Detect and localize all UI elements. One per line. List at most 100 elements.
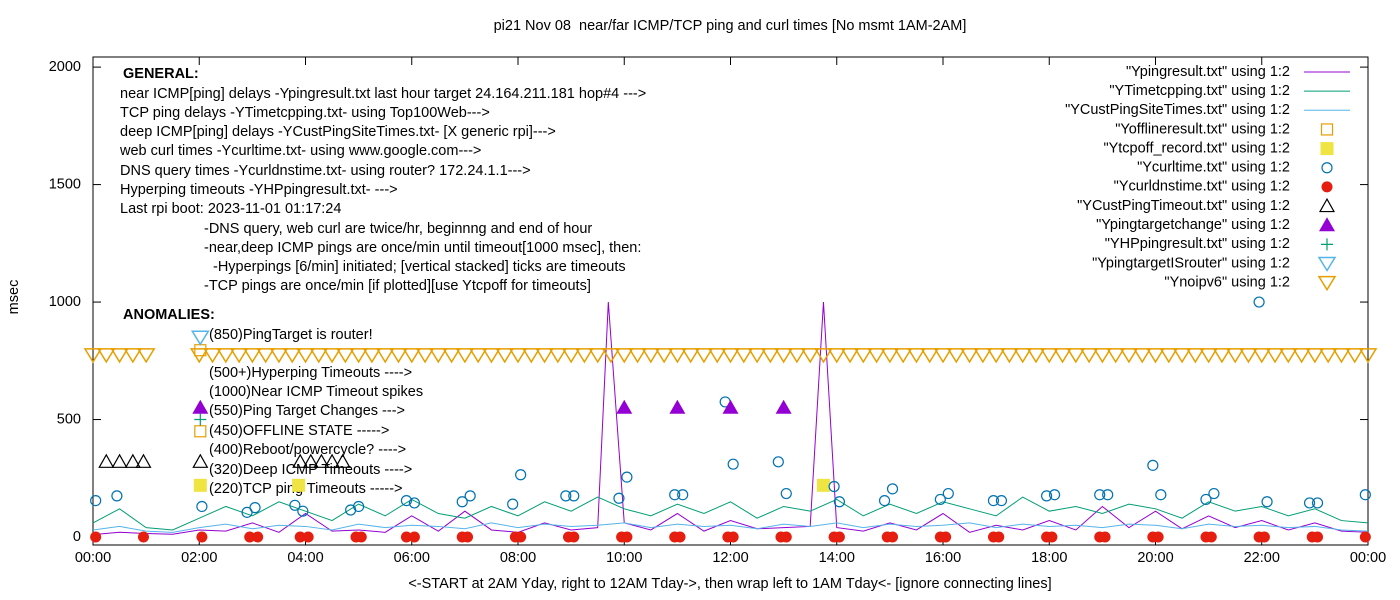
y-tick-label: 1000	[49, 294, 81, 310]
point	[289, 499, 301, 511]
legend-label: "YCustPingSiteTimes.txt" using 1:2	[1065, 102, 1290, 118]
point	[508, 348, 528, 364]
point	[628, 348, 647, 364]
point	[548, 348, 568, 364]
point	[1040, 490, 1053, 502]
point	[1046, 531, 1058, 543]
point	[194, 413, 207, 426]
point	[495, 348, 515, 364]
point	[960, 348, 979, 364]
x-tick-label: 04:00	[287, 550, 323, 566]
point	[515, 469, 527, 481]
legend-swatch	[1319, 217, 1335, 232]
point	[1106, 348, 1126, 364]
point	[1225, 348, 1245, 364]
point	[462, 531, 474, 543]
point	[1099, 531, 1111, 543]
annotation: (550)Ping Target Changes --->	[209, 403, 405, 419]
point	[727, 458, 739, 470]
point	[196, 500, 208, 513]
point	[442, 348, 461, 364]
point	[780, 531, 792, 543]
legend-label: "Ytcpoff_record.txt" using 1:2	[1103, 140, 1290, 156]
point	[256, 348, 275, 364]
point	[734, 348, 754, 364]
point	[313, 453, 330, 468]
legend-label: "YHPpingresult.txt" using 1:2	[1105, 236, 1290, 252]
point	[568, 490, 580, 502]
legend-swatch	[1317, 275, 1337, 292]
annotation: deep ICMP[ping] delays -YCustPingSiteTim…	[120, 124, 556, 140]
annotation: Last rpi boot: 2023-11-01 01:17:24	[120, 201, 341, 217]
point	[886, 483, 899, 495]
point	[1048, 489, 1061, 501]
point	[942, 487, 954, 500]
x-tick-label: 06:00	[394, 550, 430, 566]
point	[90, 494, 102, 507]
point	[252, 531, 264, 543]
point	[192, 399, 209, 414]
point	[681, 348, 700, 364]
point	[601, 348, 621, 364]
point	[136, 348, 156, 364]
point	[83, 348, 103, 364]
point	[1094, 489, 1106, 501]
point	[455, 348, 475, 364]
point	[334, 453, 351, 468]
annotation: TCP ping delays -YTimetcpping.txt- using…	[120, 105, 490, 121]
point	[694, 348, 714, 364]
point	[827, 348, 847, 364]
point	[292, 478, 306, 492]
point	[1205, 531, 1217, 543]
point	[137, 531, 149, 543]
point	[302, 531, 314, 543]
point	[309, 348, 329, 364]
point	[614, 348, 634, 364]
x-tick-label: 16:00	[925, 550, 961, 566]
point	[408, 497, 421, 509]
point	[641, 348, 661, 364]
point	[853, 348, 873, 364]
point	[1119, 348, 1139, 364]
point	[1199, 348, 1218, 364]
point	[727, 531, 739, 543]
legend-label: "Ypingresult.txt" using 1:2	[1126, 64, 1290, 80]
legend-label: "YpingtargetISrouter" using 1:2	[1092, 255, 1290, 271]
legend-swatch	[1321, 238, 1333, 251]
point	[987, 494, 1000, 507]
point	[375, 348, 395, 364]
point	[90, 531, 102, 543]
point	[1053, 348, 1072, 364]
point	[878, 494, 891, 507]
point	[993, 531, 1005, 543]
point	[775, 399, 792, 414]
point	[1261, 496, 1273, 508]
annotation: DNS query times -Ycurldnstime.txt- using…	[120, 163, 531, 179]
point	[588, 348, 608, 364]
annotation: (400)Reboot/powercycle? ---->	[209, 442, 406, 458]
point	[1252, 348, 1272, 364]
y-tick-label: 500	[57, 411, 81, 427]
point	[780, 487, 792, 500]
annotation: -near,deep ICMP pings are once/min until…	[204, 240, 641, 256]
point	[707, 348, 727, 364]
point	[1093, 348, 1112, 364]
point	[1278, 348, 1298, 364]
point	[787, 348, 807, 364]
annotation: (1000)Near ICMP Timeout spikes	[209, 384, 423, 400]
point	[415, 348, 435, 364]
x-tick-label: 14:00	[819, 550, 855, 566]
annotation: (450)OFFLINE STATE ----->	[209, 423, 389, 439]
point	[297, 505, 309, 517]
point	[123, 348, 143, 364]
point	[1146, 348, 1165, 364]
legend-label: "Yofflineresult.txt" using 1:2	[1115, 121, 1290, 137]
point	[1303, 497, 1316, 509]
point	[880, 348, 900, 364]
point	[194, 425, 207, 438]
x-tick-label: 18:00	[1031, 550, 1067, 566]
x-tick-label: 22:00	[1244, 550, 1280, 566]
point	[296, 348, 315, 364]
annotation: (850)PingTarget is router!	[209, 327, 373, 343]
